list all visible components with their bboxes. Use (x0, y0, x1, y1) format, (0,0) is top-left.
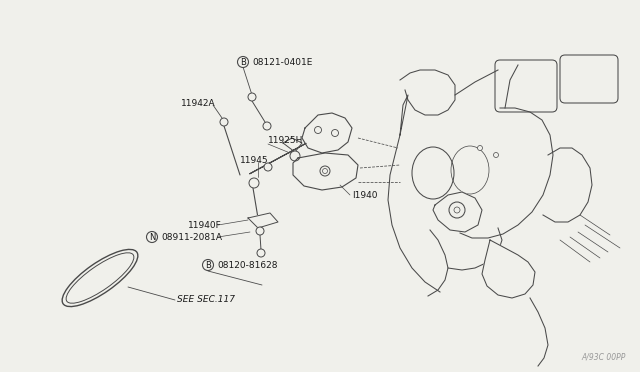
Text: 11942A: 11942A (181, 99, 216, 108)
Text: SEE SEC.117: SEE SEC.117 (177, 295, 235, 305)
Circle shape (147, 231, 157, 243)
Text: 08121-0401E: 08121-0401E (252, 58, 312, 67)
Polygon shape (248, 213, 278, 228)
Circle shape (256, 227, 264, 235)
Circle shape (290, 151, 300, 161)
Circle shape (220, 118, 228, 126)
Text: B: B (205, 260, 211, 269)
Text: B: B (240, 58, 246, 67)
Circle shape (320, 166, 330, 176)
Circle shape (237, 57, 248, 67)
Circle shape (249, 178, 259, 188)
Text: 11940F: 11940F (188, 221, 221, 230)
Text: 11925H: 11925H (268, 135, 303, 144)
Circle shape (454, 207, 460, 213)
Text: I1940: I1940 (352, 190, 378, 199)
Polygon shape (283, 138, 302, 152)
Polygon shape (433, 192, 482, 232)
Circle shape (202, 260, 214, 270)
Text: N: N (149, 232, 155, 241)
Polygon shape (293, 153, 358, 190)
Text: A/93C 00PP: A/93C 00PP (582, 353, 626, 362)
Text: 08911-2081A: 08911-2081A (161, 232, 222, 241)
Circle shape (493, 153, 499, 157)
Circle shape (332, 129, 339, 137)
Polygon shape (250, 143, 306, 174)
Text: 11945: 11945 (240, 155, 269, 164)
Circle shape (477, 145, 483, 151)
Text: 08120-81628: 08120-81628 (217, 260, 278, 269)
Circle shape (248, 93, 256, 101)
Polygon shape (482, 240, 535, 298)
Circle shape (449, 202, 465, 218)
Polygon shape (302, 113, 352, 153)
Circle shape (314, 126, 321, 134)
Circle shape (323, 169, 328, 173)
Circle shape (263, 122, 271, 130)
Circle shape (264, 163, 272, 171)
Circle shape (257, 249, 265, 257)
